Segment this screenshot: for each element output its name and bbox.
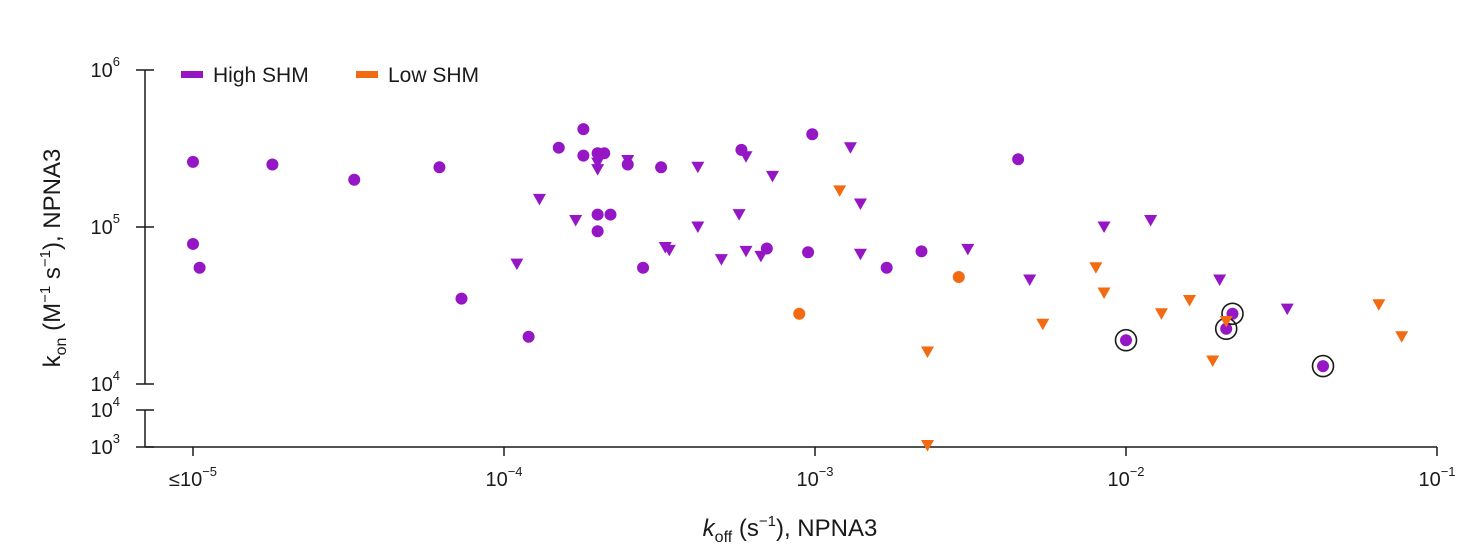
high-shm-circle-point (655, 161, 668, 174)
x-tick-label: 10−2 (1107, 464, 1144, 491)
high-shm-triangle-point (853, 248, 867, 261)
high-shm-triangle-point (1144, 215, 1158, 227)
high-shm-triangle-point (532, 193, 546, 206)
high-shm-circle-point (915, 245, 928, 258)
high-shm-triangle-point (732, 209, 746, 221)
low-shm-triangle-point (920, 346, 934, 358)
high-shm-circle-point (187, 237, 199, 250)
high-shm-circle-point (880, 261, 893, 274)
high-shm-circle-point (348, 173, 361, 186)
high-shm-circle-point (604, 208, 617, 221)
high-shm-circle-point (735, 143, 748, 156)
high-shm-circle-point (1317, 360, 1330, 373)
high-shm-triangle-point (853, 198, 867, 211)
high-shm-triangle-point (739, 245, 753, 258)
high-shm-circle-point (591, 208, 604, 221)
high-shm-circle-point (522, 330, 535, 343)
data-points (187, 123, 1409, 452)
high-shm-triangle-point (843, 142, 857, 154)
low-shm-triangle-point (833, 185, 847, 197)
low-shm-triangle-point (1182, 295, 1196, 307)
high-shm-triangle-point (569, 215, 583, 227)
x-tick-label: 10−4 (485, 464, 522, 491)
low-shm-triangle-point (1372, 299, 1386, 311)
high-shm-triangle-point (691, 161, 705, 174)
y-tick-label: 104 (91, 394, 120, 422)
high-shm-triangle-point (714, 254, 728, 266)
y-tick-label: 103 (91, 431, 120, 459)
x-tick-label: 10−1 (1418, 464, 1455, 491)
y-tick-label: 104 (91, 368, 120, 396)
y-axis-title: kon (M−1 s−1), NPNA3 (37, 149, 70, 368)
high-shm-circle-point (552, 141, 565, 154)
low-shm-triangle-point (1089, 262, 1103, 274)
high-shm-circle-point (760, 242, 773, 255)
x-tick-label: 10−3 (796, 464, 833, 491)
high-shm-circle-point (1220, 322, 1233, 335)
low-shm-circle-point (952, 271, 965, 284)
y-tick-label: 105 (91, 211, 120, 239)
high-shm-circle-point (1012, 153, 1025, 166)
high-shm-circle-point (802, 246, 815, 259)
high-shm-circle-point (806, 128, 819, 141)
high-shm-triangle-point (1280, 303, 1294, 316)
high-shm-triangle-point (510, 258, 524, 271)
high-shm-circle-point (187, 155, 199, 168)
x-ticks: ≤10−5 10−4 10−3 10−2 10−1 (169, 447, 1456, 491)
high-shm-triangle-point (591, 164, 605, 176)
high-shm-triangle-point (1097, 221, 1111, 233)
low-shm-triangle-point (920, 439, 934, 452)
high-shm-circle-point (455, 292, 468, 305)
legend-swatch-low-shm (356, 71, 378, 78)
x-axis-title: koff (s−1), NPNA3 (703, 513, 878, 546)
high-shm-circle-point (598, 147, 611, 160)
low-shm-circle-point (793, 307, 806, 320)
high-shm-circle-point (621, 158, 634, 171)
low-shm-triangle-point (1395, 331, 1409, 343)
high-shm-circle-point (637, 261, 650, 274)
high-shm-triangle-point (662, 244, 676, 257)
legend-label-high-shm: High SHM (213, 64, 309, 87)
high-shm-triangle-point (591, 157, 605, 170)
high-shm-highlight-ring (1114, 328, 1138, 352)
low-shm-triangle-point (1219, 316, 1233, 328)
low-shm-triangle-point (1154, 308, 1168, 320)
y-tick-label: 106 (91, 54, 120, 82)
high-shm-triangle-point (961, 243, 975, 256)
high-shm-circle-point (577, 149, 590, 162)
high-shm-circle-point (433, 161, 446, 174)
high-shm-triangle-point (691, 221, 705, 233)
high-shm-highlight-ring (1311, 354, 1335, 378)
high-shm-circle-point (591, 225, 604, 238)
low-shm-triangle-point (1036, 318, 1050, 331)
low-shm-triangle-point (1206, 355, 1220, 368)
legend-label-low-shm: Low SHM (388, 64, 479, 87)
high-shm-triangle-point (1213, 274, 1227, 286)
high-shm-circle-point (577, 123, 590, 136)
high-shm-triangle-point (765, 170, 779, 183)
high-shm-triangle-point (1023, 274, 1037, 286)
high-shm-circle-point (193, 261, 206, 274)
axes (144, 70, 1437, 448)
x-tick-label: ≤10−5 (169, 464, 217, 491)
high-shm-circle-point (266, 158, 279, 171)
legend: High SHM Low SHM (181, 64, 479, 87)
legend-swatch-high-shm (181, 71, 203, 78)
high-shm-circle-point (1120, 334, 1132, 347)
low-shm-triangle-point (1097, 287, 1111, 299)
high-shm-highlight-ring (1221, 302, 1244, 326)
